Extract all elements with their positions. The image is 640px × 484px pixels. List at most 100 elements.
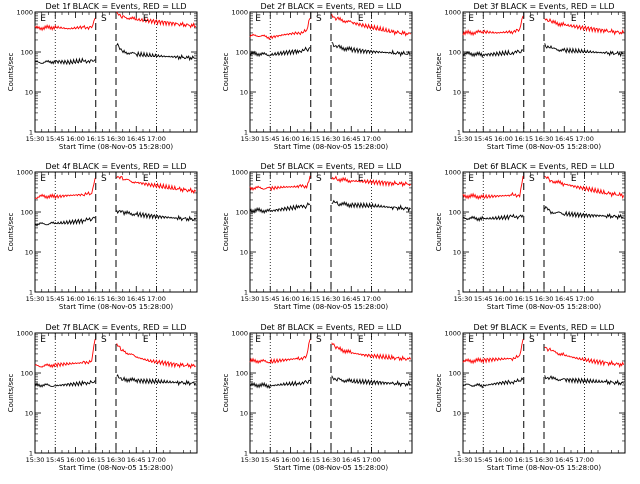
series-line-red xyxy=(462,175,524,201)
x-tick-label: 15:45 xyxy=(46,135,65,143)
event-marker: E xyxy=(40,14,46,24)
y-tick-label: 1000 xyxy=(16,169,33,177)
y-tick-label: 1000 xyxy=(444,169,461,177)
x-axis-label: Start Time (08-Nov-05 15:28:00) xyxy=(59,303,173,311)
event-marker: E xyxy=(468,335,474,345)
y-tick-label: 10 xyxy=(240,89,248,97)
x-tick-label: 16:30 xyxy=(535,456,554,464)
x-tick-label: 16:00 xyxy=(281,295,300,303)
series-line-red xyxy=(116,175,197,195)
y-tick-label: 10 xyxy=(240,249,248,257)
event-marker: E xyxy=(358,174,364,184)
panel-title: Det 3f BLACK = Events, RED = LLD xyxy=(473,2,614,11)
x-tick-label: 16:00 xyxy=(494,135,513,143)
event-marker: E xyxy=(143,14,149,24)
series-line-red xyxy=(34,18,96,32)
x-tick-label: 16:15 xyxy=(514,456,533,464)
event-marker: E xyxy=(358,14,364,24)
x-tick-label: 15:30 xyxy=(454,456,473,464)
x-tick-label: 16:15 xyxy=(301,295,320,303)
x-tick-label: 16:45 xyxy=(555,135,574,143)
panel-title: Det 7f BLACK = Events, RED = LLD xyxy=(45,323,186,332)
x-tick-label: 17:00 xyxy=(575,135,594,143)
y-tick-label: 100 xyxy=(236,209,248,217)
x-tick-label: 17:00 xyxy=(575,456,594,464)
series-line-black xyxy=(249,379,311,390)
x-tick-label: 16:15 xyxy=(86,295,105,303)
x-tick-label: 16:15 xyxy=(86,135,105,143)
series-line-black xyxy=(462,213,524,222)
series-line-black xyxy=(34,57,96,66)
y-tick-label: 1 xyxy=(244,289,248,297)
x-tick-label: 15:45 xyxy=(46,456,65,464)
panel-det-2: Det 2f BLACK = Events, RED = LLD 1 10 100 10… xyxy=(222,2,413,151)
x-tick-label: 16:15 xyxy=(514,295,533,303)
panel-det-4: Det 4f BLACK = Events, RED = LLD 1 10 100 10… xyxy=(7,162,198,311)
series-line-red xyxy=(249,17,311,41)
y-tick-label: 100 xyxy=(449,370,461,378)
x-tick-label: 15:30 xyxy=(26,135,45,143)
event-marker: E xyxy=(468,174,474,184)
y-tick-label: 10 xyxy=(240,410,248,418)
series-line-red xyxy=(34,178,96,200)
event-marker: S xyxy=(101,14,107,24)
y-axis-label: Counts/sec xyxy=(435,53,443,92)
x-tick-label: 16:45 xyxy=(127,135,146,143)
x-tick-label: 15:45 xyxy=(261,456,280,464)
y-axis-label: Counts/sec xyxy=(435,213,443,252)
y-tick-label: 1 xyxy=(457,450,461,458)
y-axis-label: Counts/sec xyxy=(222,53,230,92)
y-tick-label: 1000 xyxy=(444,9,461,17)
y-tick-label: 10 xyxy=(25,410,33,418)
series-line-red xyxy=(544,18,625,36)
x-tick-label: 15:30 xyxy=(241,135,260,143)
panel-title: Det 6f BLACK = Events, RED = LLD xyxy=(473,162,614,171)
series-line-red xyxy=(544,346,625,369)
event-marker: E xyxy=(255,174,261,184)
event-marker: E xyxy=(358,335,364,345)
y-tick-label: 1000 xyxy=(16,330,33,338)
x-axis-label: Start Time (08-Nov-05 15:28:00) xyxy=(59,143,173,151)
x-axis-label: Start Time (08-Nov-05 15:28:00) xyxy=(274,143,388,151)
x-tick-label: 16:30 xyxy=(322,456,341,464)
series-line-black xyxy=(116,209,197,222)
series-line-red xyxy=(462,339,524,365)
y-tick-label: 1 xyxy=(29,129,33,137)
panel-title: Det 2f BLACK = Events, RED = LLD xyxy=(260,2,401,11)
x-tick-label: 17:00 xyxy=(147,295,166,303)
series-line-black xyxy=(331,41,411,58)
x-tick-label: 16:00 xyxy=(66,295,85,303)
x-tick-label: 16:30 xyxy=(107,456,126,464)
x-tick-label: 16:30 xyxy=(107,135,126,143)
x-tick-label: 16:15 xyxy=(86,456,105,464)
event-marker: S xyxy=(529,174,535,184)
x-tick-label: 15:45 xyxy=(261,135,280,143)
series-line-black xyxy=(249,202,311,215)
x-tick-label: 16:30 xyxy=(535,295,554,303)
y-tick-label: 1000 xyxy=(444,330,461,338)
x-tick-label: 16:45 xyxy=(127,295,146,303)
x-tick-label: 17:00 xyxy=(147,135,166,143)
x-tick-label: 16:15 xyxy=(301,135,320,143)
panel-det-7: Det 7f BLACK = Events, RED = LLD 1 10 100 10… xyxy=(7,323,198,472)
x-tick-label: 16:45 xyxy=(342,456,361,464)
x-tick-label: 16:30 xyxy=(322,295,341,303)
x-axis-label: Start Time (08-Nov-05 15:28:00) xyxy=(487,464,601,472)
x-tick-label: 16:45 xyxy=(342,135,361,143)
event-marker: S xyxy=(101,174,107,184)
panel-title: Det 8f BLACK = Events, RED = LLD xyxy=(260,323,401,332)
x-tick-label: 16:00 xyxy=(494,456,513,464)
panel-title: Det 1f BLACK = Events, RED = LLD xyxy=(45,2,186,11)
x-tick-label: 15:45 xyxy=(474,135,493,143)
panel-title: Det 9f BLACK = Events, RED = LLD xyxy=(473,323,614,332)
series-line-red xyxy=(249,175,311,192)
event-marker: S xyxy=(316,174,322,184)
series-line-red xyxy=(331,13,411,37)
x-tick-label: 17:00 xyxy=(147,456,166,464)
x-tick-label: 17:00 xyxy=(575,295,594,303)
y-axis-label: Counts/sec xyxy=(435,374,443,413)
x-tick-label: 17:00 xyxy=(362,295,381,303)
series-line-red xyxy=(544,175,625,199)
x-tick-label: 16:00 xyxy=(494,295,513,303)
